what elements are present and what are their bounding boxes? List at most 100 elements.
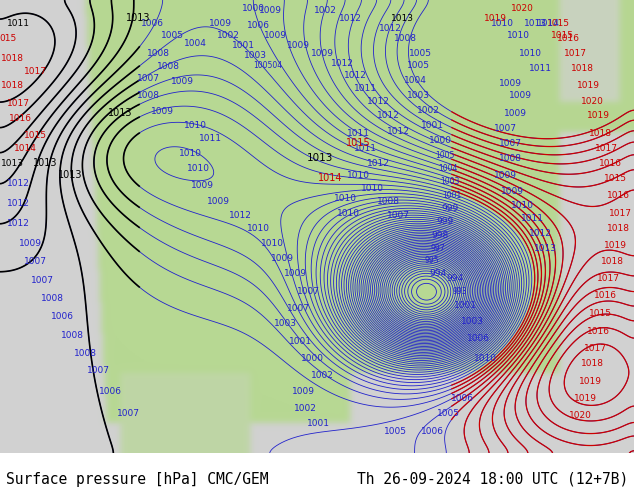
Text: 1006: 1006 [420, 427, 444, 436]
Text: 1009: 1009 [503, 109, 526, 118]
Text: 1017: 1017 [595, 144, 618, 152]
Text: 1012: 1012 [229, 211, 252, 220]
Text: 1013: 1013 [391, 14, 413, 23]
Text: 1010: 1010 [491, 19, 514, 27]
Text: 1019: 1019 [604, 241, 626, 249]
Text: 1009: 1009 [311, 49, 333, 57]
Text: 1020: 1020 [569, 411, 592, 420]
Text: 1009: 1009 [283, 269, 306, 278]
Text: 993: 993 [453, 287, 467, 295]
Text: 1012: 1012 [6, 219, 29, 228]
Text: 1003: 1003 [243, 50, 266, 59]
Text: 1012: 1012 [6, 198, 29, 208]
Text: 1010: 1010 [183, 121, 207, 129]
Text: 1011: 1011 [354, 84, 377, 93]
Text: 995: 995 [425, 256, 439, 265]
Text: 1006: 1006 [247, 21, 269, 29]
Text: 1005: 1005 [436, 150, 455, 160]
Text: 1016: 1016 [8, 114, 32, 122]
Text: 1009: 1009 [292, 387, 314, 396]
Text: 1008: 1008 [41, 294, 63, 303]
Text: 1007: 1007 [30, 276, 53, 285]
Text: 1001: 1001 [420, 121, 444, 129]
Text: 1013: 1013 [126, 13, 150, 23]
Text: 1010: 1010 [247, 223, 269, 233]
Text: 1018: 1018 [1, 80, 23, 90]
Text: 1005: 1005 [406, 61, 429, 70]
Text: 1013: 1013 [33, 158, 57, 168]
Text: 1012: 1012 [6, 178, 29, 188]
Text: 994: 994 [446, 273, 463, 283]
Text: 1014: 1014 [318, 173, 342, 183]
Text: 1010: 1010 [186, 164, 209, 172]
Text: 1008: 1008 [60, 331, 84, 340]
Text: 1009: 1009 [500, 187, 524, 196]
Text: 1009: 1009 [264, 30, 287, 40]
Text: 1005: 1005 [384, 427, 406, 436]
Text: 1007: 1007 [493, 123, 517, 133]
Text: 1011: 1011 [521, 214, 543, 222]
Text: 1013: 1013 [108, 108, 133, 118]
Text: 1016: 1016 [598, 159, 621, 168]
Text: 1010: 1010 [347, 171, 370, 180]
Text: 1003: 1003 [273, 318, 297, 328]
Text: 1011: 1011 [198, 134, 221, 143]
Text: 1007: 1007 [86, 366, 110, 375]
Text: 1012: 1012 [387, 126, 410, 136]
Text: 994: 994 [429, 269, 446, 278]
Text: 1006: 1006 [98, 387, 122, 396]
Text: 1012: 1012 [377, 111, 399, 120]
Text: 999: 999 [436, 217, 453, 225]
Text: 1013: 1013 [1, 159, 23, 168]
Text: 1008: 1008 [136, 91, 160, 99]
Text: 1006: 1006 [451, 394, 474, 403]
Text: 1002: 1002 [311, 371, 333, 380]
Text: 1005: 1005 [160, 30, 183, 40]
Text: Th 26-09-2024 18:00 UTC (12+7B): Th 26-09-2024 18:00 UTC (12+7B) [357, 471, 628, 487]
Text: 1009: 1009 [207, 196, 230, 206]
Text: 100504: 100504 [254, 61, 283, 70]
Text: 1009: 1009 [150, 106, 174, 116]
Text: 1010: 1010 [179, 148, 202, 158]
Text: 1003: 1003 [440, 176, 460, 186]
Text: 999: 999 [441, 204, 458, 213]
Text: 1009: 1009 [498, 78, 522, 88]
Text: 1011: 1011 [6, 19, 30, 27]
Text: 1017: 1017 [583, 343, 607, 353]
Text: 1011: 1011 [529, 64, 552, 73]
Text: 1003: 1003 [460, 317, 484, 326]
Text: 1018: 1018 [571, 64, 593, 73]
Text: 1020: 1020 [510, 3, 533, 13]
Text: 1009: 1009 [18, 239, 41, 247]
Text: 1019: 1019 [574, 394, 597, 403]
Text: 1011: 1011 [347, 128, 370, 138]
Text: 1008: 1008 [377, 196, 399, 206]
Text: 1013: 1013 [58, 170, 82, 180]
Text: 1012: 1012 [529, 229, 552, 238]
Text: 1006: 1006 [141, 19, 164, 27]
Text: 998: 998 [431, 231, 449, 240]
Text: 1019: 1019 [586, 111, 609, 120]
Text: 1010: 1010 [519, 49, 541, 57]
Text: 1001: 1001 [306, 419, 330, 428]
Text: 1018: 1018 [600, 257, 623, 266]
Text: 1017: 1017 [564, 49, 586, 57]
Text: 1006: 1006 [51, 312, 74, 320]
Text: 1010: 1010 [261, 239, 283, 247]
Text: 1007: 1007 [498, 139, 522, 147]
Text: 015: 015 [0, 33, 16, 43]
Text: 1004: 1004 [404, 75, 427, 85]
Text: 1009: 1009 [171, 76, 193, 86]
Text: 1006: 1006 [467, 334, 489, 343]
Text: 1013: 1013 [533, 244, 557, 253]
Text: 1000: 1000 [429, 136, 451, 145]
Text: 1010: 1010 [507, 30, 529, 40]
Text: 1017: 1017 [6, 98, 30, 108]
Text: 1017: 1017 [597, 273, 619, 283]
Text: 1012: 1012 [330, 58, 353, 68]
Text: 1009: 1009 [493, 171, 517, 180]
Text: 1018: 1018 [588, 128, 612, 138]
Text: 997: 997 [430, 244, 445, 253]
Text: 1009: 1009 [190, 181, 214, 190]
Text: 1012: 1012 [366, 97, 389, 105]
